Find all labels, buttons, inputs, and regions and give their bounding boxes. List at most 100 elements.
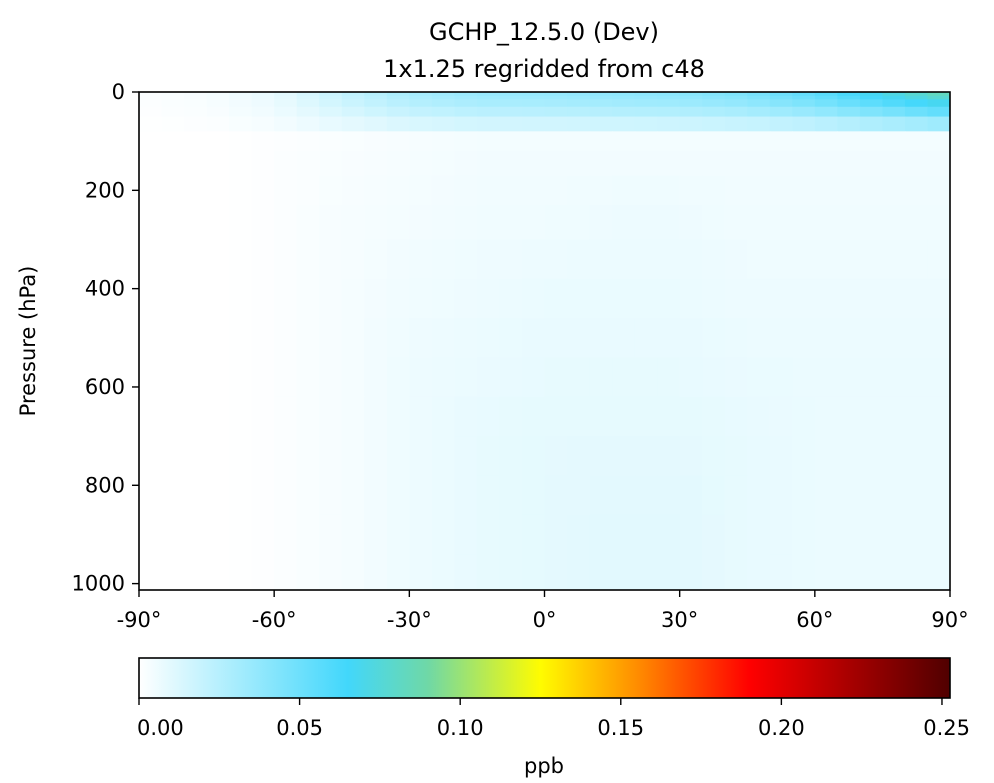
heatmap-cell bbox=[747, 357, 771, 398]
colorbar-tick-label: 0.15 bbox=[597, 716, 644, 740]
heatmap-cell bbox=[319, 150, 343, 177]
heatmap-cell bbox=[454, 239, 478, 280]
heatmap-cell bbox=[567, 554, 591, 590]
heatmap-cell bbox=[274, 205, 298, 241]
heatmap-cell bbox=[927, 318, 950, 359]
heatmap-cell bbox=[499, 175, 523, 206]
heatmap-cell bbox=[837, 475, 861, 516]
heatmap-cell bbox=[229, 175, 253, 206]
heatmap-cell bbox=[679, 150, 703, 177]
colorbar-axis: 0.00 0.05 0.10 0.15 0.20 0.25 bbox=[137, 698, 970, 740]
heatmap-cell bbox=[747, 99, 771, 108]
heatmap-cell bbox=[476, 554, 501, 590]
heatmap-cell bbox=[769, 475, 793, 516]
heatmap-cell bbox=[139, 357, 163, 398]
heatmap-cell bbox=[679, 554, 703, 590]
heatmap-cell bbox=[724, 554, 748, 590]
heatmap-cell bbox=[567, 239, 591, 280]
heatmap-cell bbox=[476, 106, 501, 118]
heatmap-cell bbox=[544, 475, 568, 516]
heatmap-cell bbox=[837, 318, 861, 359]
colorbar-tick-label: 0.05 bbox=[276, 716, 323, 740]
heatmap-cell bbox=[589, 150, 613, 177]
heatmap-cell bbox=[364, 205, 388, 241]
heatmap-cell bbox=[206, 95, 230, 100]
heatmap-cell bbox=[319, 175, 343, 206]
heatmap-cell bbox=[567, 318, 591, 359]
heatmap-cell bbox=[319, 93, 343, 97]
heatmap-cell bbox=[859, 150, 884, 177]
heatmap-cell bbox=[184, 106, 208, 118]
heatmap-cell bbox=[206, 396, 230, 437]
heatmap-cell bbox=[139, 150, 163, 177]
heatmap-cell bbox=[296, 475, 320, 516]
heatmap-cell bbox=[792, 318, 816, 359]
heatmap-cell bbox=[409, 99, 433, 108]
heatmap-cell bbox=[409, 514, 433, 555]
heatmap-cell bbox=[521, 95, 546, 100]
heatmap-cell bbox=[589, 239, 613, 280]
heatmap-cell bbox=[341, 99, 365, 108]
heatmap-cell bbox=[882, 93, 906, 97]
heatmap-cell bbox=[251, 95, 275, 100]
heatmap-cell bbox=[724, 95, 748, 100]
heatmap-cell bbox=[792, 93, 816, 97]
heatmap-cell bbox=[274, 106, 298, 118]
heatmap-cell bbox=[184, 278, 208, 319]
heatmap-cell bbox=[927, 92, 950, 95]
heatmap-cell bbox=[814, 92, 838, 95]
heatmap-cell bbox=[657, 93, 681, 97]
heatmap-cell bbox=[702, 175, 726, 206]
heatmap-cell bbox=[859, 278, 884, 319]
heatmap-cell bbox=[724, 396, 748, 437]
heatmap-cell bbox=[296, 93, 320, 97]
heatmap-cell bbox=[319, 131, 343, 152]
y-axis: 0 200 400 600 800 1000 bbox=[72, 80, 139, 596]
heatmap-cell bbox=[184, 357, 208, 398]
heatmap-cell bbox=[814, 106, 838, 118]
heatmap-cell bbox=[274, 93, 298, 97]
heatmap-cell bbox=[296, 357, 320, 398]
heatmap-cell bbox=[229, 93, 253, 97]
heatmap-cell bbox=[544, 106, 568, 118]
heatmap-cell bbox=[747, 95, 771, 100]
heatmap-cell bbox=[206, 106, 230, 118]
y-tick-label: 600 bbox=[85, 375, 125, 399]
heatmap-cell bbox=[567, 396, 591, 437]
heatmap-cell bbox=[409, 106, 433, 118]
heatmap-cell bbox=[364, 554, 388, 590]
heatmap-cell bbox=[229, 475, 253, 516]
y-axis-label: Pressure (hPa) bbox=[16, 266, 40, 417]
heatmap-cell bbox=[229, 278, 253, 319]
heatmap-cell bbox=[161, 175, 185, 206]
heatmap-cell bbox=[702, 554, 726, 590]
heatmap-cell bbox=[792, 175, 816, 206]
heatmap-cell bbox=[904, 554, 929, 590]
heatmap-cell bbox=[184, 396, 208, 437]
heatmap-cell bbox=[206, 554, 230, 590]
heatmap-cell bbox=[859, 92, 884, 95]
heatmap-cell bbox=[612, 475, 636, 516]
heatmap-cell bbox=[139, 99, 163, 108]
heatmap-cell bbox=[859, 357, 884, 398]
heatmap-cell bbox=[454, 175, 478, 206]
heatmap-cell bbox=[251, 554, 275, 590]
heatmap-cell bbox=[792, 554, 816, 590]
heatmap-cell bbox=[431, 396, 455, 437]
heatmap-cell bbox=[679, 175, 703, 206]
x-tick-label: 30° bbox=[661, 608, 698, 632]
heatmap-cell bbox=[792, 131, 816, 152]
heatmap-cell bbox=[184, 93, 208, 97]
heatmap-cell bbox=[499, 93, 523, 97]
heatmap-cell bbox=[431, 175, 455, 206]
heatmap-cell bbox=[612, 318, 636, 359]
heatmap-cell bbox=[859, 554, 884, 590]
heatmap-cell bbox=[724, 318, 748, 359]
heatmap-cell bbox=[521, 278, 546, 319]
heatmap-cell bbox=[544, 95, 568, 100]
heatmap-cell bbox=[251, 436, 275, 477]
heatmap-cell bbox=[747, 436, 771, 477]
heatmap-cell bbox=[161, 554, 185, 590]
heatmap-cell bbox=[724, 131, 748, 152]
heatmap-cell bbox=[274, 396, 298, 437]
